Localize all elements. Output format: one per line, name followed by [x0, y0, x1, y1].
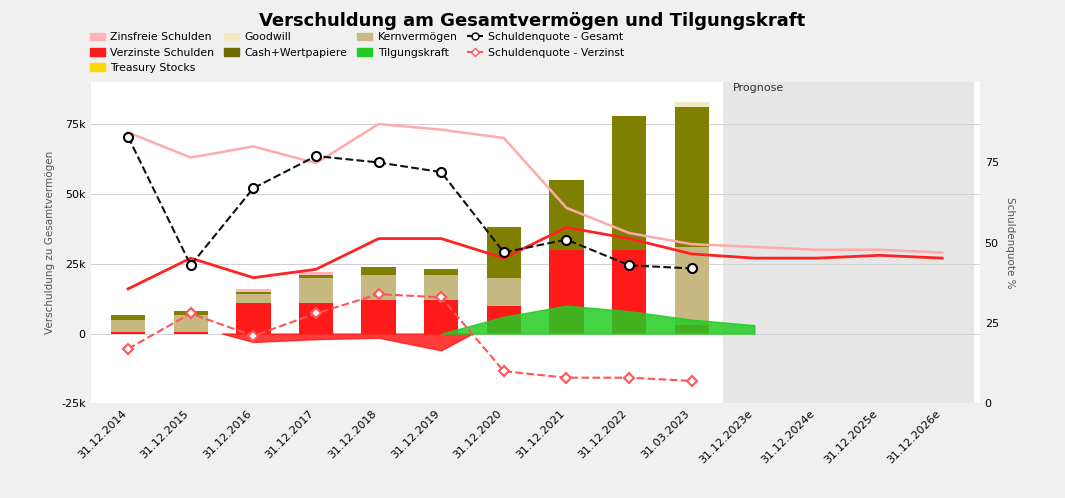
Bar [674, 107, 709, 247]
Bar [111, 320, 145, 332]
Bar [361, 300, 396, 334]
Text: Verschuldung am Gesamtvermögen und Tilgungskraft: Verschuldung am Gesamtvermögen und Tilgu… [260, 12, 805, 30]
Bar [424, 300, 458, 334]
Legend: Zinsfreie Schulden, Verzinste Schulden, Treasury Stocks, Goodwill, Cash+Wertpapi: Zinsfreie Schulden, Verzinste Schulden, … [85, 28, 628, 77]
Bar [174, 315, 208, 332]
Bar [723, 82, 973, 403]
Bar [550, 250, 584, 334]
Bar [111, 315, 145, 320]
Bar [487, 264, 521, 334]
Bar [424, 275, 458, 300]
Bar [550, 258, 584, 334]
Bar [487, 228, 521, 278]
Y-axis label: Verschuldung zu Gesamtvermögen: Verschuldung zu Gesamtvermögen [46, 151, 55, 334]
Bar [674, 236, 709, 334]
Bar [674, 325, 709, 334]
Bar [674, 247, 709, 325]
Bar [299, 278, 333, 303]
Bar [174, 332, 208, 334]
Bar [111, 332, 145, 334]
Bar [424, 269, 458, 334]
Bar [111, 320, 145, 334]
Bar [612, 250, 646, 334]
Bar [299, 303, 333, 334]
Y-axis label: Schuldenquote %: Schuldenquote % [1005, 197, 1015, 288]
Text: Prognose: Prognose [733, 83, 784, 93]
Bar [299, 275, 333, 278]
Bar [487, 278, 521, 306]
Bar [299, 272, 333, 334]
Bar [236, 292, 271, 294]
Bar [236, 303, 271, 334]
Bar [361, 275, 396, 300]
Bar [612, 116, 646, 250]
Bar [174, 311, 208, 334]
Bar [174, 311, 208, 315]
Bar [487, 306, 521, 334]
Bar [612, 252, 646, 334]
Bar [550, 180, 584, 250]
Bar [361, 266, 396, 275]
Bar [674, 102, 709, 107]
Bar [361, 272, 396, 334]
Bar [424, 269, 458, 275]
Bar [236, 294, 271, 303]
Bar [236, 289, 271, 334]
